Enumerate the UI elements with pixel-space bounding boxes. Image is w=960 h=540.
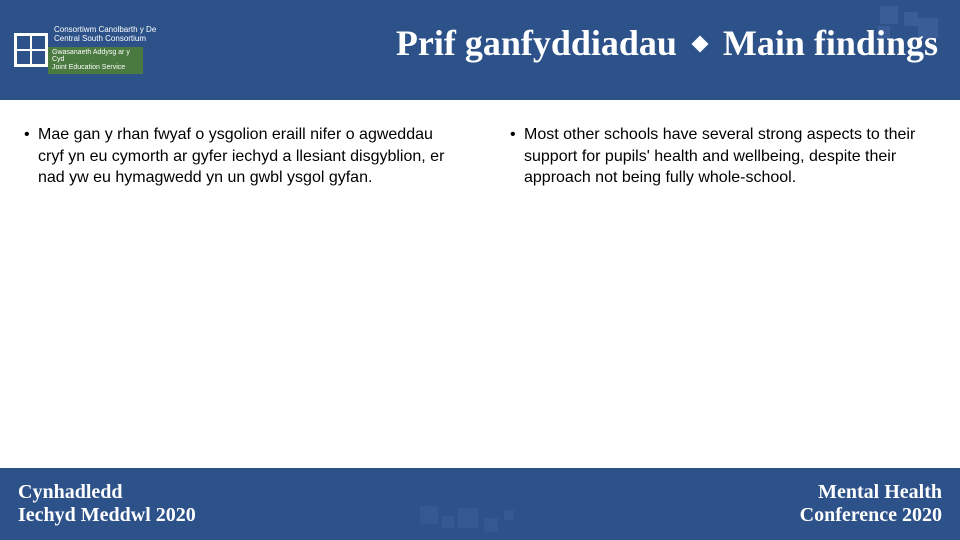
footer-left: Cynhadledd Iechyd Meddwl 2020 [18,481,196,527]
bullet-text: Mae gan y rhan fwyaf o ysgolion eraill n… [38,124,450,189]
footer: Cynhadledd Iechyd Meddwl 2020 Mental Hea… [0,468,960,540]
diamond-separator-icon [691,35,708,52]
body: • Mae gan y rhan fwyaf o ysgolion eraill… [0,100,960,468]
bullet-item: • Mae gan y rhan fwyaf o ysgolion eraill… [24,124,450,189]
logo-subtitle: Gwasanaeth Addysg ar y Cyd Joint Educati… [48,47,143,74]
left-column: • Mae gan y rhan fwyaf o ysgolion eraill… [24,124,450,468]
right-column: • Most other schools have several strong… [510,124,936,468]
title-right: Main findings [723,23,938,63]
header: Consortiwm Canolbarth y De Central South… [0,0,960,100]
logo-text-block: Consortiwm Canolbarth y De Central South… [48,26,156,74]
grid-icon [14,33,48,67]
decorative-squares-icon [420,506,540,536]
title-left: Prif ganfyddiadau [396,23,677,63]
slide: Consortiwm Canolbarth y De Central South… [0,0,960,540]
footer-right: Mental Health Conference 2020 [800,481,942,527]
slide-title: Prif ganfyddiadau Main findings [396,22,938,64]
logo: Consortiwm Canolbarth y De Central South… [14,26,156,74]
bullet-dot: • [510,124,524,189]
bullet-item: • Most other schools have several strong… [510,124,936,189]
bullet-dot: • [24,124,38,189]
bullet-text: Most other schools have several strong a… [524,124,936,189]
logo-title: Consortiwm Canolbarth y De Central South… [54,26,156,44]
